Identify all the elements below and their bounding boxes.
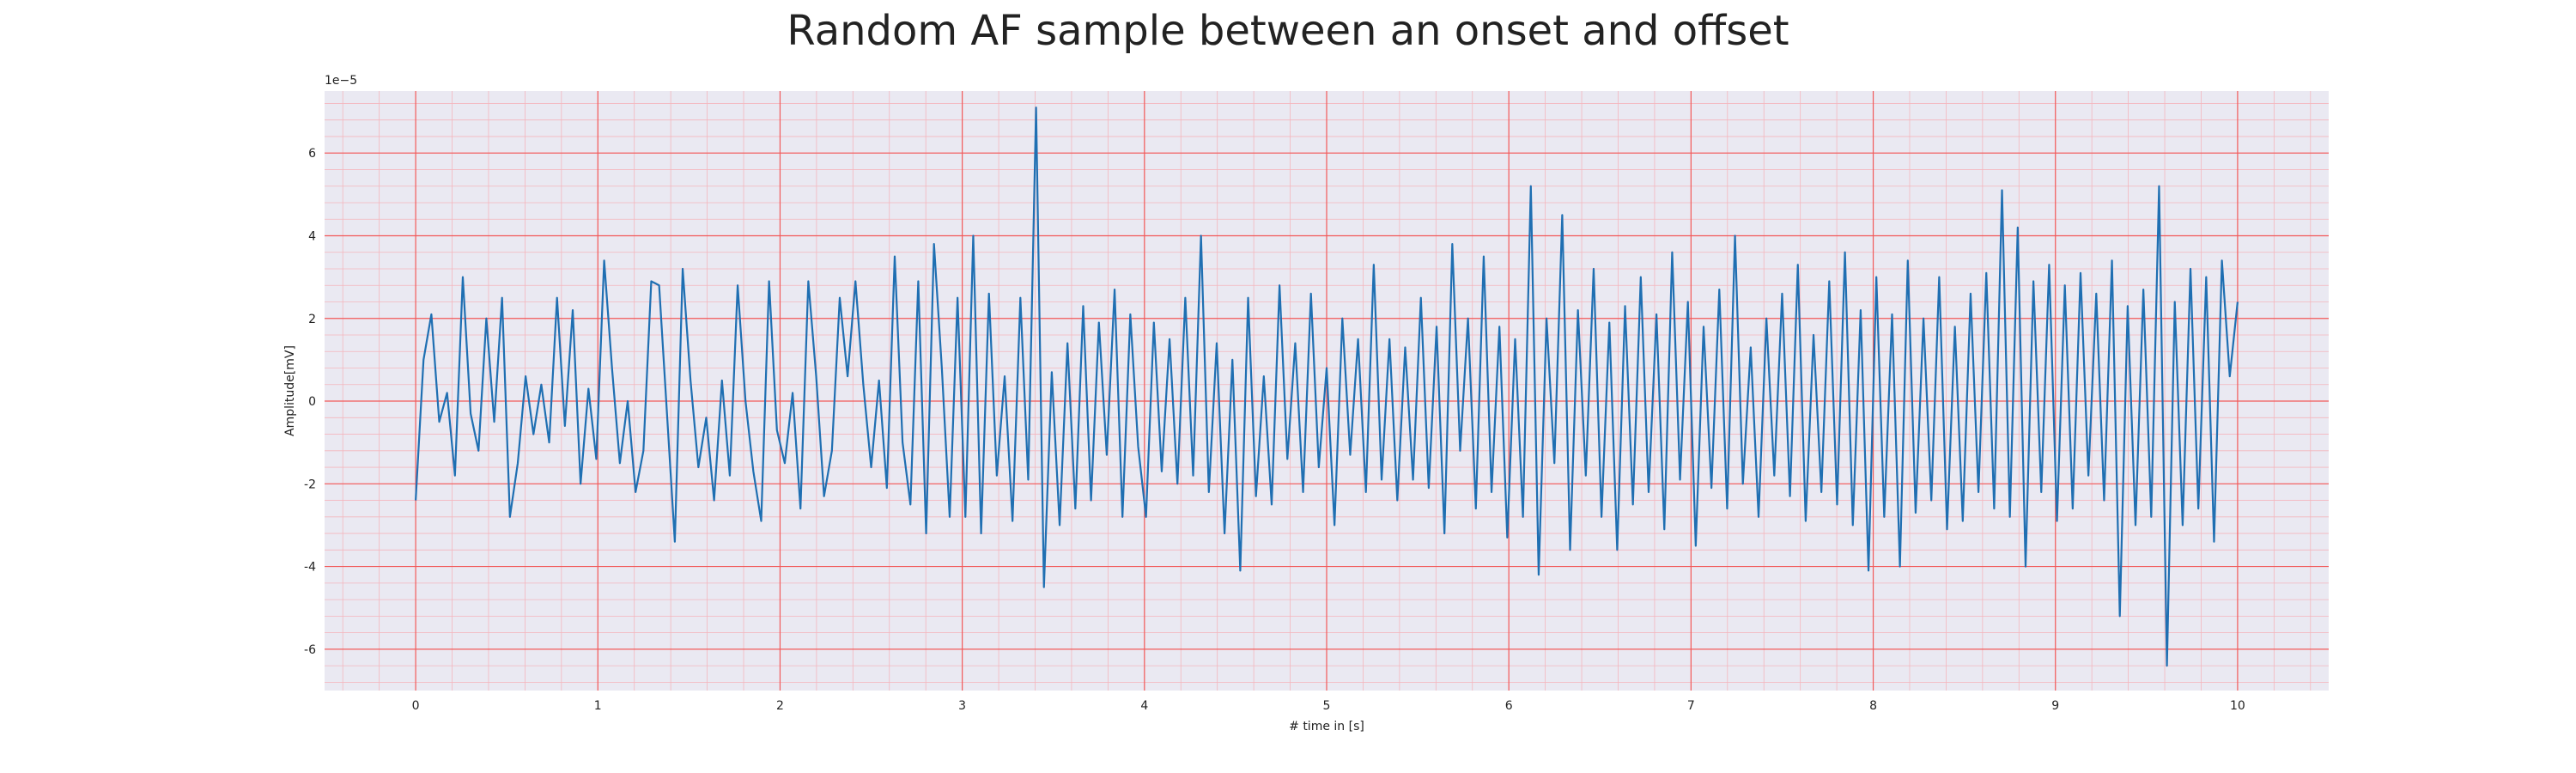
y-scale-label: 1e−5 (325, 74, 357, 88)
af-signal-line (414, 107, 2239, 667)
y-tick-label: -2 (304, 478, 316, 491)
x-tick-label: 5 (1323, 699, 1331, 713)
x-tick-label: 7 (1687, 699, 1695, 713)
x-tick-label: 9 (2051, 699, 2059, 713)
x-tick-labels: 0 1 2 3 4 5 6 7 8 9 10 (412, 699, 2245, 713)
y-tick-labels: -6 -4 -2 0 2 4 6 (304, 147, 316, 657)
y-tick-label: -4 (304, 561, 316, 575)
x-tick-label: 2 (776, 699, 784, 713)
y-axis-label: Amplitude[mV] (283, 345, 297, 436)
x-tick-label: 3 (958, 699, 966, 713)
y-tick-label: -6 (304, 643, 316, 657)
y-tick-label: 2 (308, 313, 316, 326)
x-axis-label: # time in [s] (1289, 720, 1364, 733)
y-tick-label: 0 (308, 395, 316, 409)
y-tick-label: 6 (308, 147, 316, 161)
x-tick-label: 6 (1505, 699, 1513, 713)
x-tick-label: 4 (1140, 699, 1148, 713)
chart-title: Random AF sample between an onset and of… (787, 7, 1789, 55)
x-tick-label: 0 (412, 699, 420, 713)
x-tick-label: 8 (1869, 699, 1877, 713)
y-tick-label: 4 (308, 229, 316, 243)
x-tick-label: 10 (2230, 699, 2245, 713)
x-tick-label: 1 (594, 699, 602, 713)
